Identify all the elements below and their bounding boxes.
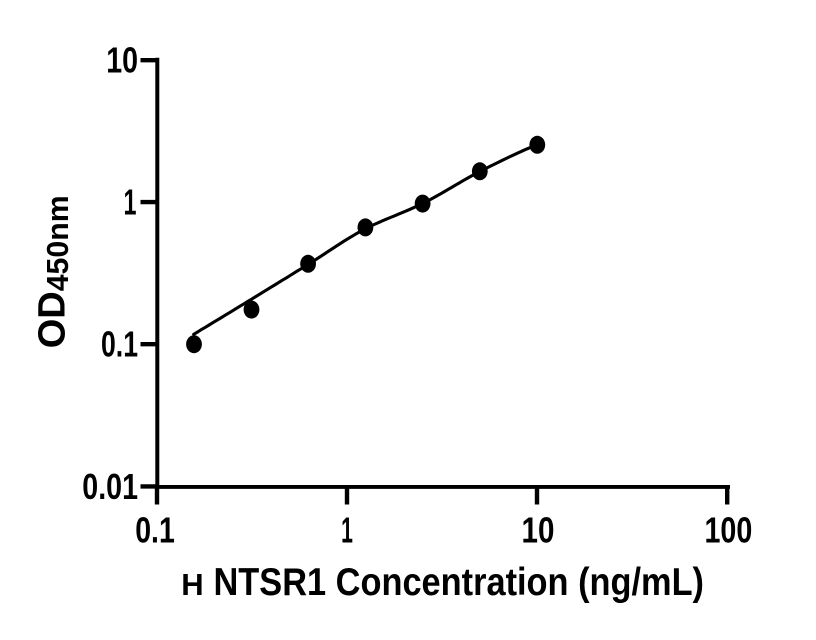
svg-text:0.1: 0.1 [101,324,138,365]
svg-text:100: 100 [705,509,753,550]
svg-text:0.01: 0.01 [82,466,138,507]
svg-text:10: 10 [522,509,555,550]
svg-text:1: 1 [341,509,353,550]
svg-text:10: 10 [106,39,138,80]
svg-text:H: H [181,567,203,602]
svg-text:1: 1 [124,181,137,222]
svg-text:0.1: 0.1 [135,509,175,550]
svg-text:NTSR1 Concentration (ng/mL): NTSR1 Concentration (ng/mL) [214,561,705,604]
